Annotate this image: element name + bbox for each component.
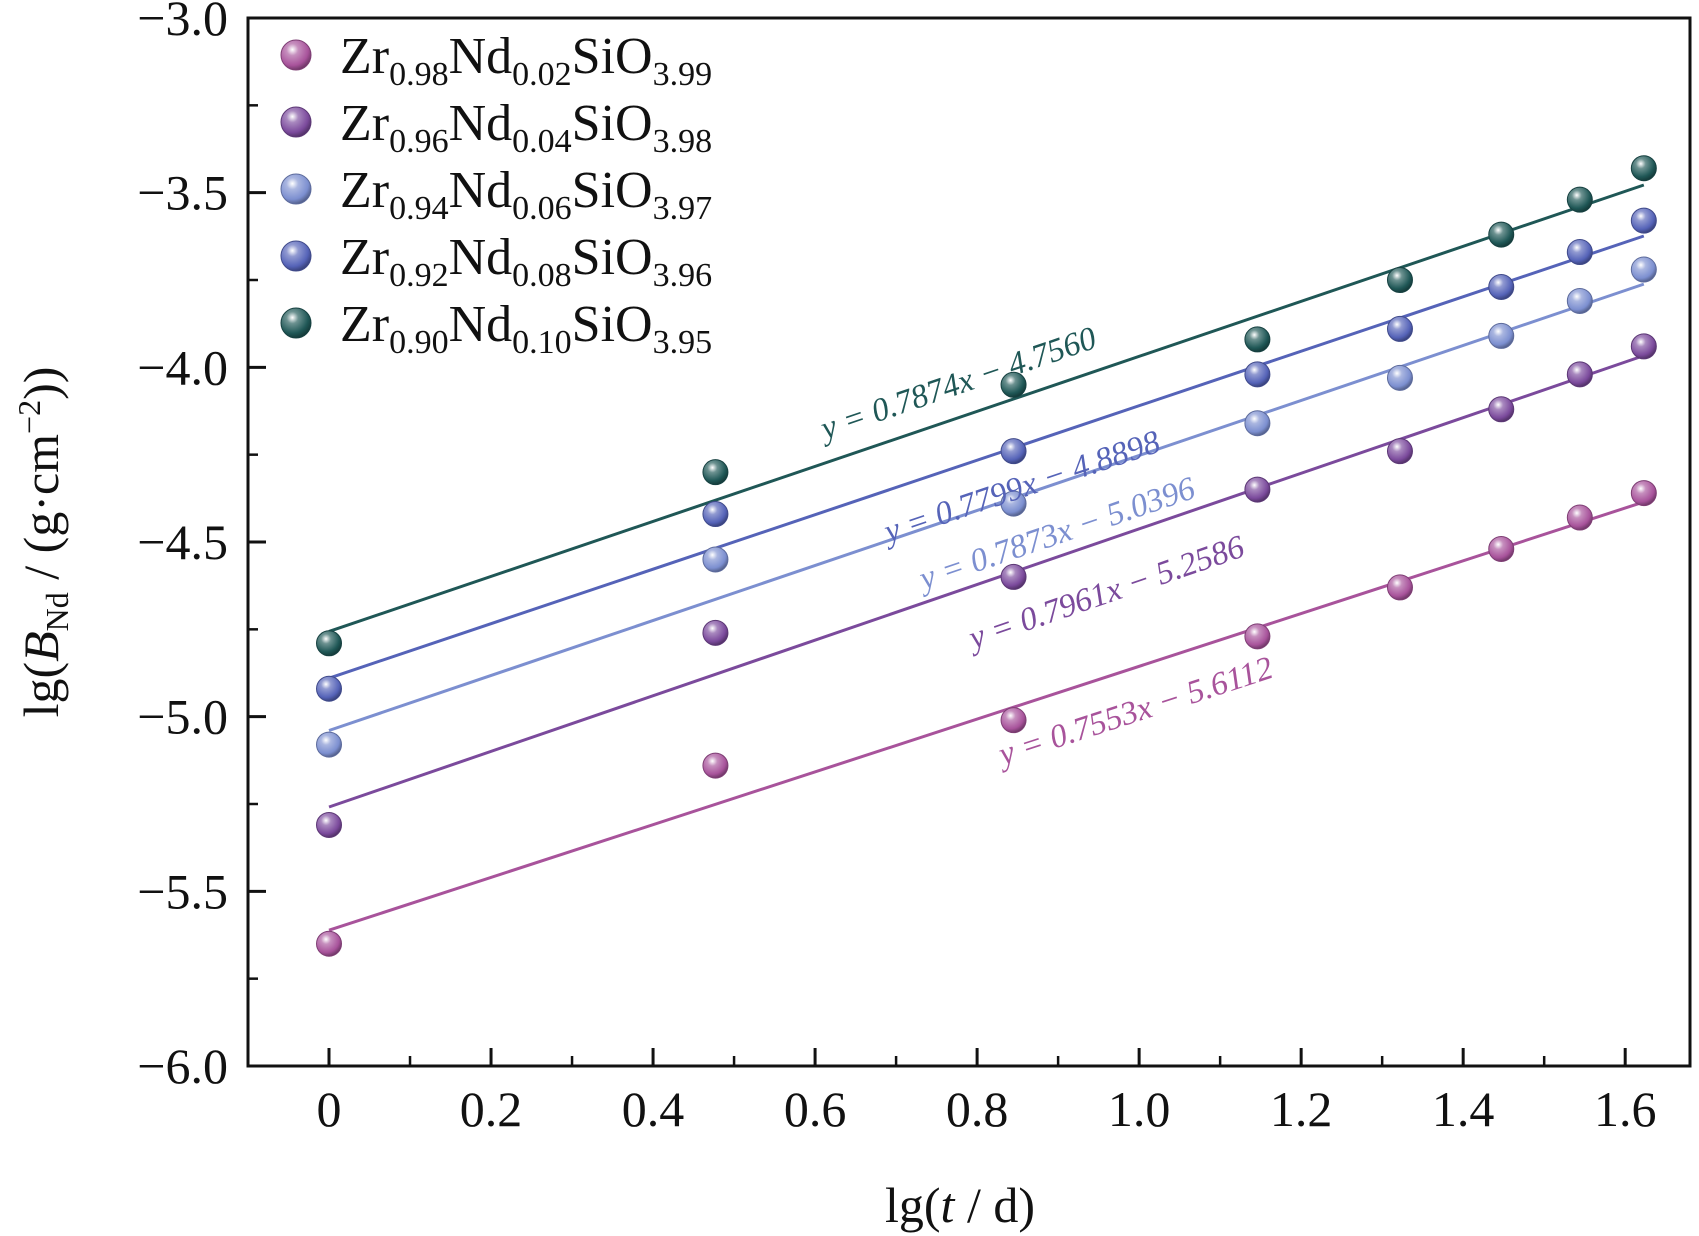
legend-marker [280,106,312,138]
data-point [1386,364,1413,391]
data-point [1386,574,1413,601]
data-point [702,501,729,528]
data-point [1566,239,1593,266]
y-axis: −3.0 −3.5 −4.0 −4.5 −5.0 −5.5 −6.0 [137,0,266,1094]
data-point [1566,504,1593,531]
data-point [1630,480,1657,507]
data-point [1000,563,1027,590]
data-point [1244,326,1271,353]
data-point [1630,207,1657,234]
data-point [1244,476,1271,503]
data-point [1000,438,1027,465]
x-tick-label: 0 [317,1081,342,1137]
x-tick-label: 0.2 [460,1081,523,1137]
data-point [1488,535,1515,562]
x-axis-title-var: t [941,1177,956,1233]
y-axis-title-var: B [13,631,69,662]
data-point [1000,371,1027,398]
x-tick-label: 1.4 [1432,1081,1495,1137]
legend-marker [280,39,312,71]
x-axis: 0 0.2 0.4 0.6 0.8 1.0 1.2 1.4 1.6 [317,1048,1657,1137]
data-point [1000,707,1027,734]
legend-marker [280,240,312,272]
fit-line [328,500,1645,932]
fit-line [328,282,1645,732]
x-tick-label: 0.4 [622,1081,685,1137]
data-point [1488,221,1515,248]
data-point [1244,623,1271,650]
legend-marker [280,307,312,339]
data-point [1488,396,1515,423]
y-axis-title-sub: Nd [39,592,75,631]
x-tick-label: 1.0 [1108,1081,1171,1137]
y-tick-label: −3.0 [137,0,228,46]
y-axis-title-prefix: lg( [13,662,69,718]
x-axis-title-prefix: lg( [885,1177,941,1233]
data-point [1244,361,1271,388]
y-axis-title-mid: / (g·cm [13,434,69,592]
data-point [316,930,343,957]
y-axis-title: lg(BNd / (g·cm−2)) [11,367,75,718]
legend: Zr0.98Nd0.02SiO3.99Zr0.96Nd0.04SiO3.98Zr… [280,28,712,361]
x-tick-label: 1.2 [1270,1081,1333,1137]
data-point [1386,315,1413,342]
data-point [1566,186,1593,213]
legend-label: Zr0.96Nd0.04SiO3.98 [340,95,712,160]
fit-line [328,234,1645,680]
data-point [1630,256,1657,283]
x-axis-title-suffix: / d) [954,1177,1035,1233]
data-point [1566,361,1593,388]
legend-label: Zr0.94Nd0.06SiO3.97 [340,162,712,227]
y-tick-label: −5.5 [137,863,228,919]
data-point [316,731,343,758]
legend-label: Zr0.90Nd0.10SiO3.95 [340,296,712,361]
data-point [1488,273,1515,300]
data-point [702,459,729,486]
data-point [1630,333,1657,360]
data-point [702,752,729,779]
data-point [702,546,729,573]
data-point [1566,287,1593,314]
data-point [1386,267,1413,293]
data-point [1488,322,1515,349]
data-point [1386,438,1413,465]
y-tick-label: −5.0 [137,689,228,745]
legend-label: Zr0.92Nd0.08SiO3.96 [340,229,712,294]
y-axis-title-sup: −2 [11,400,47,434]
data-point [702,619,729,646]
data-point [316,630,343,657]
fit-line [328,183,1645,633]
data-points [316,155,1657,957]
data-point [316,675,343,702]
legend-marker [280,173,312,205]
data-point [1630,155,1657,182]
x-tick-label: 1.6 [1594,1081,1657,1137]
data-point [316,811,343,838]
data-point [1000,490,1027,517]
fit-lines [328,183,1645,932]
y-tick-label: −3.5 [137,165,228,221]
legend-label: Zr0.98Nd0.02SiO3.99 [340,28,712,93]
y-tick-label: −6.0 [137,1038,228,1094]
x-tick-label: 0.8 [946,1081,1009,1137]
y-axis-title-end: )) [13,367,69,400]
fit-line [328,354,1645,809]
x-axis-title: lg(t / d) [885,1177,1035,1233]
y-tick-label: −4.0 [137,339,228,395]
data-point [1244,410,1271,437]
x-tick-label: 0.6 [784,1081,847,1137]
y-tick-label: −4.5 [137,514,228,570]
